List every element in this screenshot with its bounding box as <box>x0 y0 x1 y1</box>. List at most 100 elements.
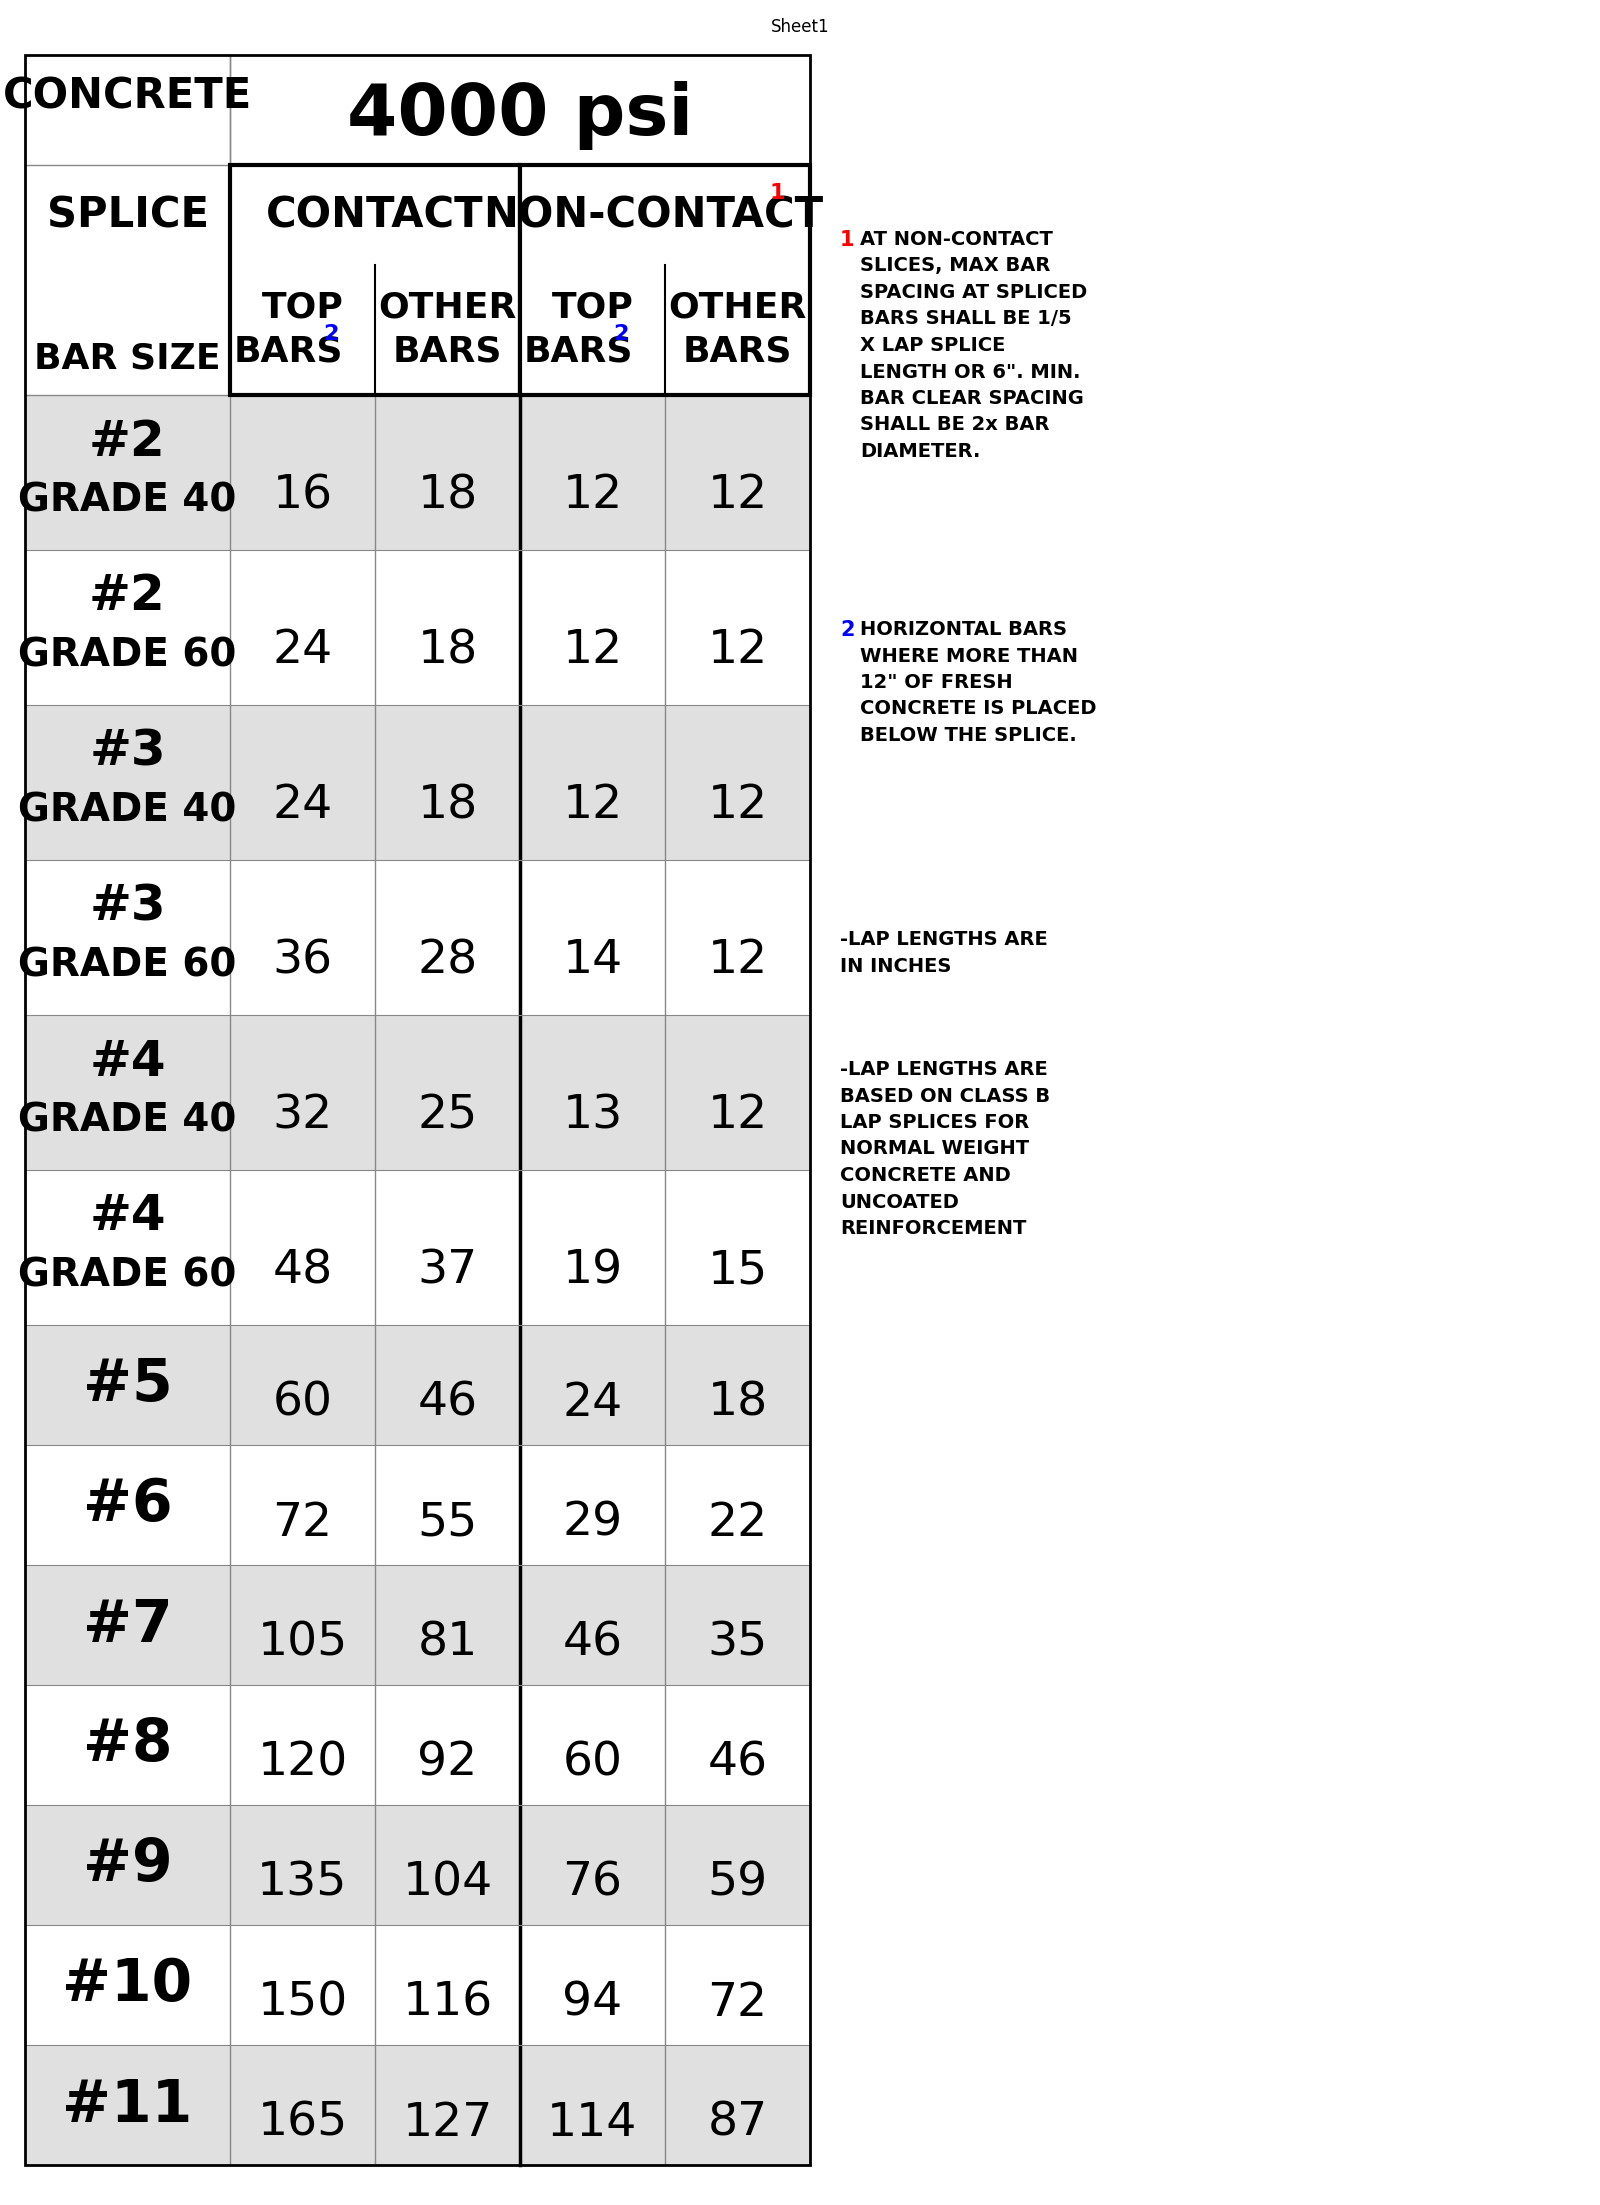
Text: 18: 18 <box>707 1380 768 1424</box>
Bar <box>26 549 810 706</box>
Text: 19: 19 <box>562 1248 622 1294</box>
Text: 12: 12 <box>707 474 768 518</box>
Text: TOP: TOP <box>552 291 634 324</box>
Text: 46: 46 <box>707 1740 768 1786</box>
Text: #4: #4 <box>90 1193 166 1241</box>
Text: 94: 94 <box>562 1980 622 2026</box>
Text: 12: 12 <box>562 474 622 518</box>
Bar <box>26 1685 810 1806</box>
Text: #6: #6 <box>83 1477 173 1532</box>
Text: CONCRETE: CONCRETE <box>3 75 253 117</box>
Text: 14: 14 <box>562 939 622 983</box>
Text: 1: 1 <box>840 229 854 249</box>
Text: 72: 72 <box>707 1980 768 2026</box>
Text: BARS: BARS <box>234 335 344 368</box>
Text: 46: 46 <box>418 1380 477 1424</box>
Text: HORIZONTAL BARS
WHERE MORE THAN
12" OF FRESH
CONCRETE IS PLACED
BELOW THE SPLICE: HORIZONTAL BARS WHERE MORE THAN 12" OF F… <box>861 620 1096 745</box>
Bar <box>26 1014 810 1171</box>
Text: OTHER: OTHER <box>669 291 806 324</box>
Text: 46: 46 <box>563 1621 622 1665</box>
Bar <box>26 55 810 395</box>
Bar <box>26 55 810 2165</box>
Text: 12: 12 <box>707 783 768 829</box>
Text: GRADE 60: GRADE 60 <box>18 946 237 983</box>
Text: GRADE 40: GRADE 40 <box>18 792 237 829</box>
Text: AT NON-CONTACT
SLICES, MAX BAR
SPACING AT SPLICED
BARS SHALL BE 1/5
X LAP SPLICE: AT NON-CONTACT SLICES, MAX BAR SPACING A… <box>861 229 1088 461</box>
Text: SPLICE: SPLICE <box>46 194 208 236</box>
Text: 12: 12 <box>562 783 622 829</box>
Text: 105: 105 <box>258 1621 347 1665</box>
Text: 13: 13 <box>562 1094 622 1138</box>
Text: 22: 22 <box>707 1499 768 1546</box>
Text: NON-CONTACT: NON-CONTACT <box>483 194 822 236</box>
Text: 35: 35 <box>707 1621 768 1665</box>
Text: BARS: BARS <box>683 335 792 368</box>
Text: 29: 29 <box>562 1499 622 1546</box>
Text: 127: 127 <box>402 2101 493 2145</box>
Text: 81: 81 <box>418 1621 478 1665</box>
Text: 28: 28 <box>418 939 478 983</box>
Text: 12: 12 <box>707 1094 768 1138</box>
Text: 2: 2 <box>840 620 854 639</box>
Text: 36: 36 <box>272 939 333 983</box>
Text: 92: 92 <box>418 1740 478 1786</box>
Bar <box>26 1925 810 2044</box>
Text: 12: 12 <box>707 939 768 983</box>
Text: 60: 60 <box>272 1380 333 1424</box>
Bar <box>26 1171 810 1325</box>
Text: 55: 55 <box>418 1499 478 1546</box>
Bar <box>520 165 810 395</box>
Bar <box>26 860 810 1014</box>
Text: OTHER: OTHER <box>378 291 517 324</box>
Text: 72: 72 <box>272 1499 333 1546</box>
Text: 37: 37 <box>418 1248 477 1294</box>
Text: 16: 16 <box>272 474 333 518</box>
Text: BARS: BARS <box>392 335 502 368</box>
Text: 2: 2 <box>323 324 338 344</box>
Text: #3: #3 <box>90 728 166 776</box>
Bar <box>26 395 810 549</box>
Text: 48: 48 <box>272 1248 333 1294</box>
Text: #10: #10 <box>62 1956 192 2013</box>
Text: 150: 150 <box>258 1980 347 2026</box>
Text: GRADE 60: GRADE 60 <box>18 637 237 675</box>
Text: 116: 116 <box>402 1980 493 2026</box>
Text: TOP: TOP <box>261 291 344 324</box>
Text: 24: 24 <box>562 1380 622 1424</box>
Text: 18: 18 <box>418 474 478 518</box>
Text: -LAP LENGTHS ARE
IN INCHES: -LAP LENGTHS ARE IN INCHES <box>840 931 1048 975</box>
Text: #2: #2 <box>90 573 166 620</box>
Text: #4: #4 <box>90 1039 166 1085</box>
Text: Sheet1: Sheet1 <box>771 18 829 35</box>
Text: 24: 24 <box>272 628 333 673</box>
Text: #5: #5 <box>83 1356 173 1413</box>
Text: -LAP LENGTHS ARE
BASED ON CLASS B
LAP SPLICES FOR
NORMAL WEIGHT
CONCRETE AND
UNC: -LAP LENGTHS ARE BASED ON CLASS B LAP SP… <box>840 1061 1050 1237</box>
Text: #3: #3 <box>90 882 166 931</box>
Text: 120: 120 <box>258 1740 347 1786</box>
Text: 2: 2 <box>613 324 629 344</box>
Text: GRADE 60: GRADE 60 <box>18 1257 237 1294</box>
Text: #2: #2 <box>90 417 166 465</box>
Text: #9: #9 <box>83 1837 173 1894</box>
Text: 24: 24 <box>272 783 333 829</box>
Text: GRADE 40: GRADE 40 <box>18 481 237 520</box>
Bar <box>26 706 810 860</box>
Text: GRADE 40: GRADE 40 <box>18 1102 237 1140</box>
Text: 18: 18 <box>418 628 478 673</box>
Text: 12: 12 <box>707 628 768 673</box>
Text: BARS: BARS <box>523 335 634 368</box>
Text: 87: 87 <box>707 2101 768 2145</box>
Bar <box>26 1325 810 1444</box>
Text: #11: #11 <box>62 2077 192 2134</box>
Text: 60: 60 <box>563 1740 622 1786</box>
Text: CONTACT: CONTACT <box>266 194 483 236</box>
Text: 15: 15 <box>707 1248 768 1294</box>
Text: #8: #8 <box>83 1715 173 1773</box>
Text: 135: 135 <box>258 1861 347 1905</box>
Text: BAR SIZE: BAR SIZE <box>34 342 221 375</box>
Text: 4000 psi: 4000 psi <box>347 82 693 150</box>
Bar <box>26 2044 810 2165</box>
Text: 76: 76 <box>563 1861 622 1905</box>
Text: #7: #7 <box>83 1596 173 1654</box>
Text: 18: 18 <box>418 783 478 829</box>
